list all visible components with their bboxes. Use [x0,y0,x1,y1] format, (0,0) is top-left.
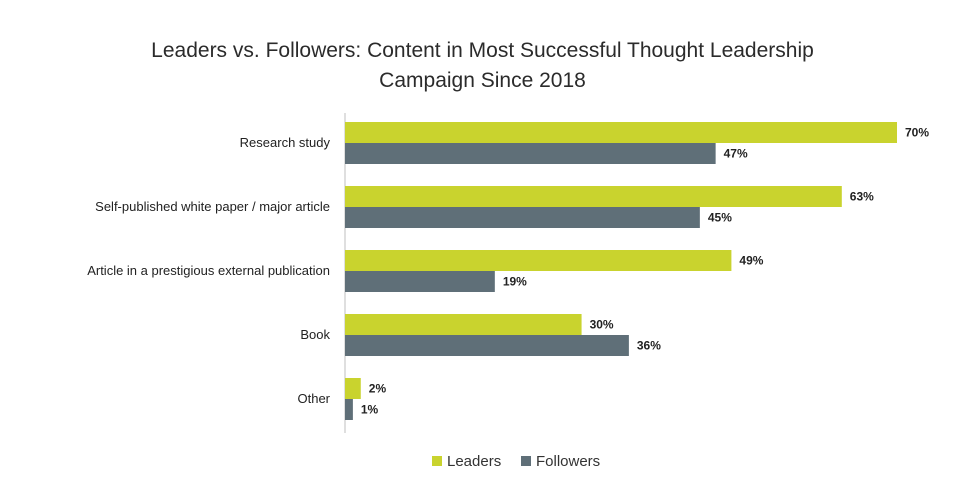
bar-followers [345,271,495,292]
data-label: 30% [590,318,614,332]
category-label: Book [300,327,330,342]
bar-followers [345,143,716,164]
plot-area: Research study 70% 47% Self-published white… [87,113,929,433]
legend-label-leaders: Leaders [447,453,501,470]
category-label: Article in a prestigious external public… [87,263,330,278]
bar-leaders [345,250,732,271]
category-label: Other [297,391,330,406]
data-label: 2% [369,382,387,396]
bar-leaders [345,314,582,335]
category-label: Self-published white paper / major artic… [95,199,330,214]
legend: Leaders Followers [432,453,600,470]
chart-title-line-1: Leaders vs. Followers: Content in Most S… [151,39,814,62]
legend-swatch-leaders [432,456,442,466]
chart-title-line-2: Campaign Since 2018 [379,69,586,92]
data-label: 1% [361,403,379,417]
data-label: 49% [739,254,763,268]
bar-leaders [345,122,897,143]
data-label: 45% [708,211,732,225]
chart-title: Leaders vs. Followers: Content in Most S… [0,36,965,96]
legend-label-followers: Followers [536,453,600,470]
bar-leaders [345,378,361,399]
data-label: 36% [637,339,661,353]
data-label: 70% [905,126,929,140]
data-label: 47% [724,147,748,161]
bar-followers [345,399,353,420]
bar-leaders [345,186,842,207]
data-label: 63% [850,190,874,204]
data-label: 19% [503,275,527,289]
category-label: Research study [240,135,331,150]
bar-followers [345,207,700,228]
legend-swatch-followers [521,456,531,466]
bar-followers [345,335,629,356]
